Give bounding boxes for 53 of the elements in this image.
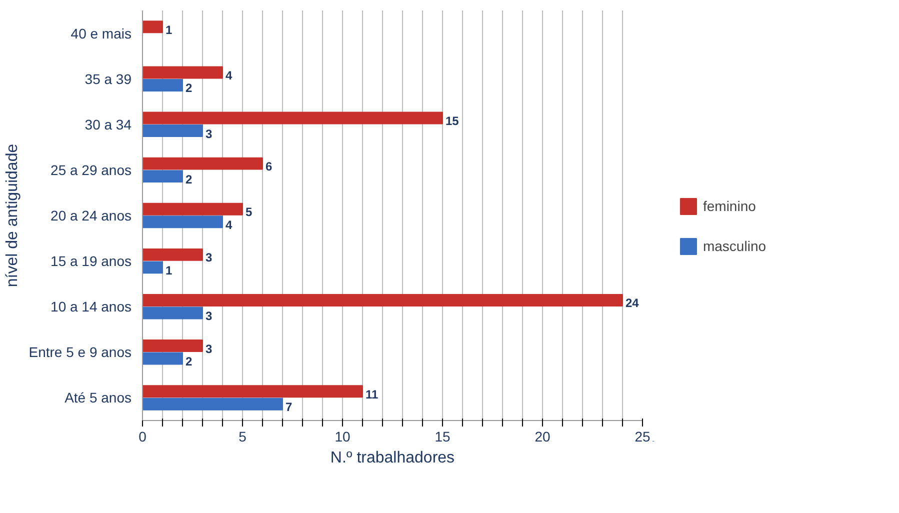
y-tick-label: 20 a 24 anos (50, 208, 132, 224)
bar (142, 306, 203, 320)
y-tick-label: Entre 5 e 9 anos (28, 344, 132, 360)
data-label: 3 (206, 342, 212, 356)
x-tick-label: 20 (534, 428, 550, 444)
legend-label: masculino (702, 238, 766, 254)
y-axis-title: nível de antiguidade (4, 144, 21, 288)
y-tick-label: 15 a 19 anos (50, 253, 132, 270)
data-label: 2 (186, 354, 192, 369)
x-tick-label: 15 (434, 428, 450, 444)
bar (142, 261, 163, 274)
bar (142, 124, 203, 138)
data-label: 6 (266, 160, 272, 174)
y-tick-label: 40 e mais (70, 25, 132, 42)
data-label: 11 (366, 387, 379, 402)
x-tick-label: 0 (138, 428, 147, 444)
y-tick-label: 25 a 29 anos (50, 162, 132, 178)
data-label: 2 (186, 81, 192, 96)
y-tick-label: Até 5 anos (64, 390, 132, 406)
bar (142, 294, 623, 306)
data-label: 24 (626, 296, 640, 310)
bar (142, 157, 263, 170)
data-label: 3 (206, 308, 212, 323)
y-tick-label: 10 a 14 anos (50, 298, 132, 315)
data-label: 4 (226, 218, 232, 232)
bar (142, 398, 283, 410)
bar (142, 216, 223, 228)
x-tick-label: 25 (634, 428, 650, 444)
x-tick-label: 10 (334, 428, 350, 444)
data-label: 2 (186, 172, 192, 186)
legend-label: feminino (702, 198, 756, 214)
bar (142, 66, 223, 79)
data-label: 1 (166, 22, 172, 37)
data-label: 3 (206, 126, 212, 141)
bar (142, 112, 443, 124)
bar (142, 340, 203, 352)
bar (142, 78, 183, 92)
data-label: 7 (286, 400, 292, 414)
data-label: 1 (166, 263, 172, 278)
x-axis-title: N.º trabalhadores (330, 450, 455, 466)
bar (142, 352, 183, 365)
bar (142, 248, 203, 261)
data-label: 3 (206, 250, 212, 265)
y-tick-label: 35 a 39 (84, 70, 132, 87)
bar (142, 202, 243, 216)
y-tick-label: 30 a 34 (84, 116, 132, 132)
data-label: 5 (246, 205, 252, 220)
data-label: 15 (446, 114, 460, 128)
bar (142, 20, 163, 34)
x-tick-label: 5 (238, 428, 247, 444)
bar (142, 385, 363, 398)
bar (142, 170, 183, 183)
data-label: 4 (226, 68, 232, 82)
